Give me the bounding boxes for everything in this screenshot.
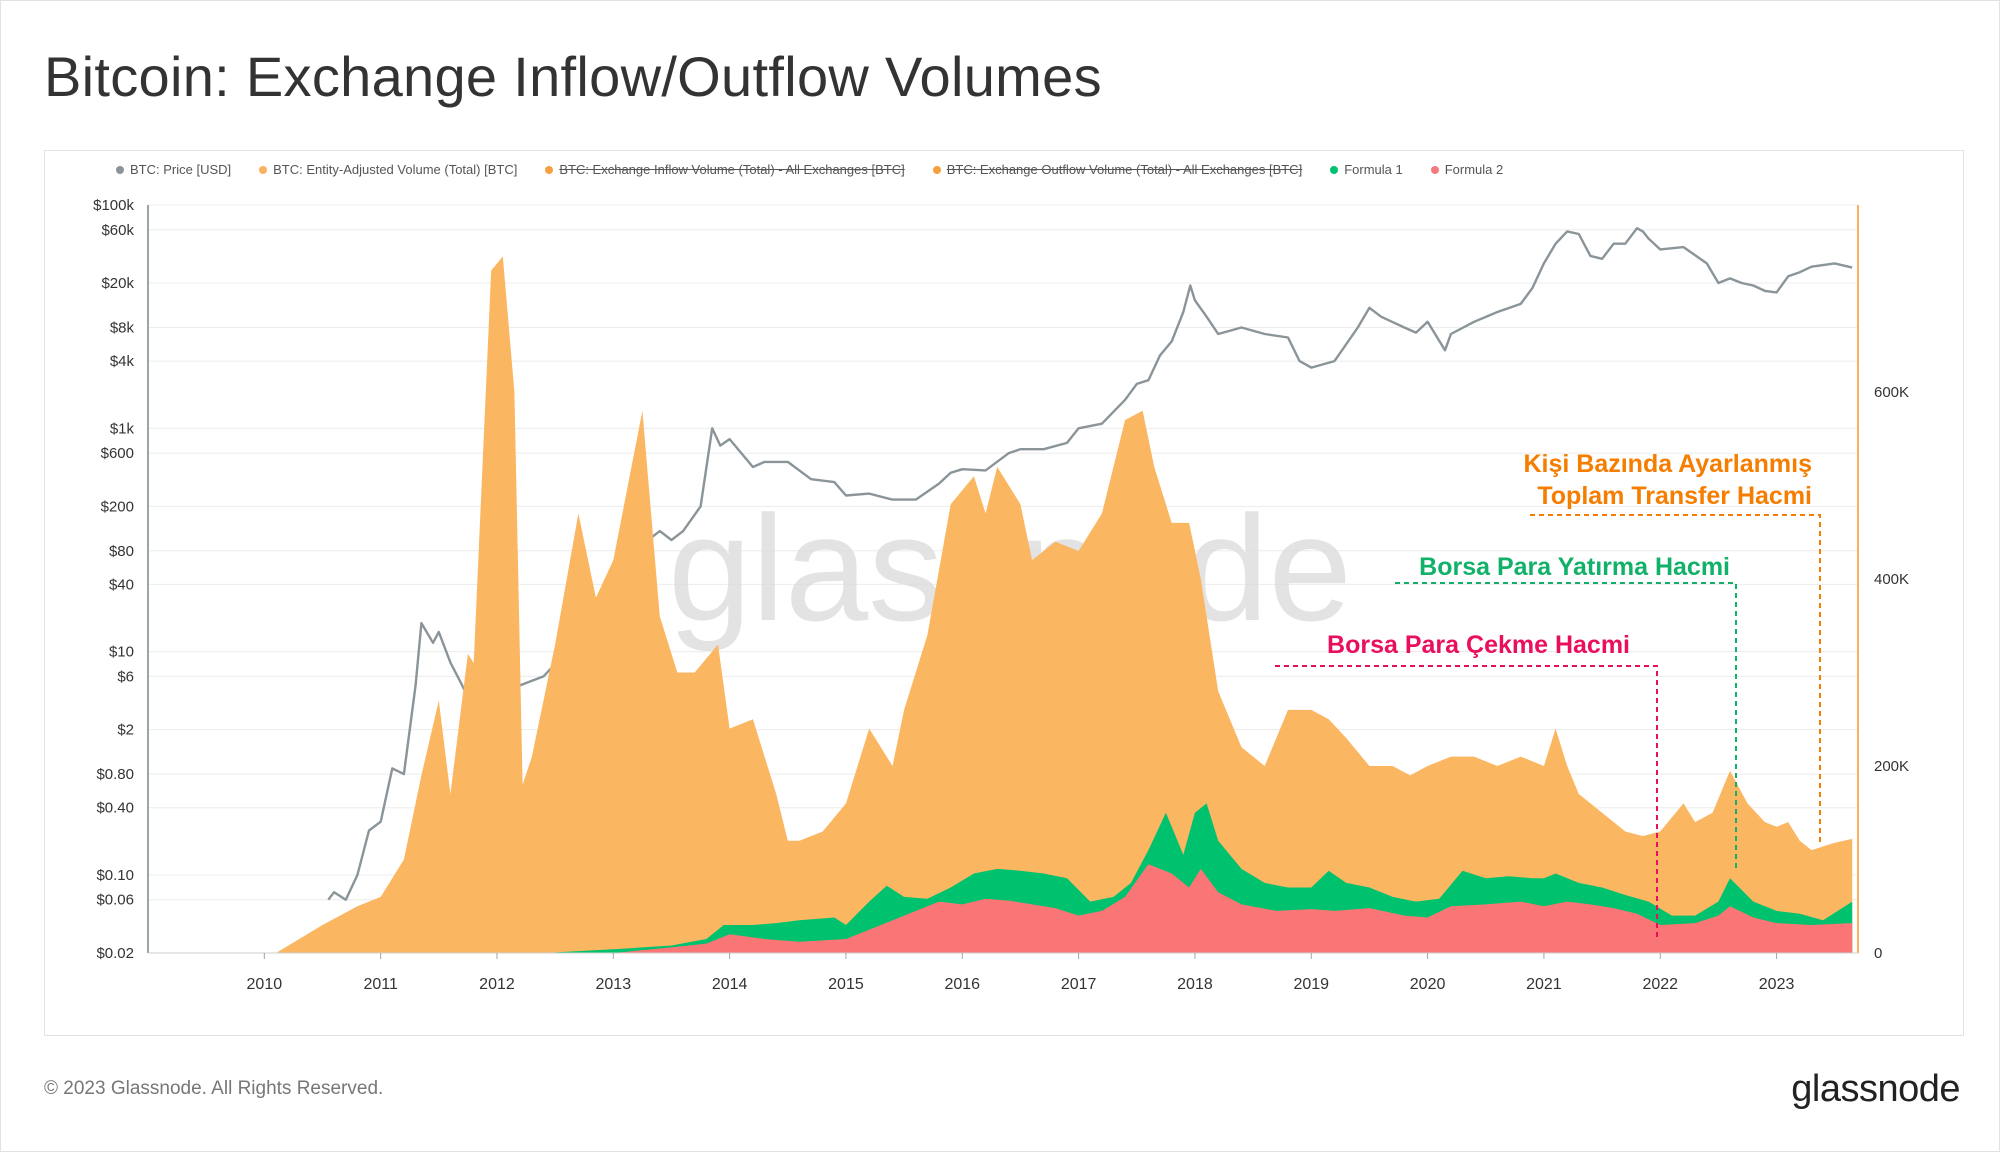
y-left-tick-label: $8k [110, 319, 135, 336]
x-tick-label: 2023 [1759, 976, 1795, 993]
x-tick-label: 2022 [1642, 976, 1678, 993]
x-tick-label: 2021 [1526, 976, 1562, 993]
y-left-tick-label: $40 [109, 576, 134, 593]
y-left-tick-label: $0.02 [96, 945, 134, 962]
legend-label: BTC: Exchange Outflow Volume (Total) - A… [946, 162, 1303, 177]
y-right-tick-label: 0 [1874, 945, 1882, 962]
annotation-outflow: Borsa Para Çekme Hacmi [1327, 631, 1630, 659]
x-tick-label: 2020 [1410, 976, 1446, 993]
y-left-tick-label: $20k [101, 275, 134, 292]
x-tick-label: 2012 [479, 976, 515, 993]
annotation-adjusted-line1: Kişi Bazında Ayarlanmış [1523, 450, 1812, 478]
leader-line-adjusted [1530, 514, 1821, 845]
legend-label: BTC: Entity-Adjusted Volume (Total) [BTC… [273, 162, 518, 177]
legend-dot-inflow [545, 165, 554, 174]
annotation-adjusted-line2: Toplam Transfer Hacmi [1537, 482, 1812, 510]
annotation-inflow: Borsa Para Yatırma Hacmi [1419, 553, 1730, 581]
legend-label: BTC: Exchange Inflow Volume (Total) - Al… [559, 162, 905, 177]
y-left-tick-label: $0.10 [96, 867, 134, 884]
legend-item-formula1[interactable]: Formula 1 [1330, 162, 1403, 177]
series-price-line [327, 227, 1853, 901]
page-title: Bitcoin: Exchange Inflow/Outflow Volumes [44, 45, 1102, 108]
x-tick-label: 2010 [247, 976, 283, 993]
legend-item-price[interactable]: BTC: Price [USD] [116, 162, 231, 177]
y-left-tick-label: $0.80 [96, 766, 134, 783]
x-tick-label: 2014 [712, 976, 748, 993]
y-left-tick-label: $2 [117, 722, 134, 739]
legend-label: Formula 2 [1444, 162, 1504, 177]
copyright-footer: © 2023 Glassnode. All Rights Reserved. [44, 1078, 384, 1099]
legend-label: BTC: Price [USD] [130, 162, 232, 177]
legend-item-outflow[interactable]: BTC: Exchange Outflow Volume (Total) - A… [932, 162, 1303, 177]
y-left-tick-label: $6 [117, 668, 134, 685]
y-left-tick-label: $600 [101, 445, 134, 462]
x-tick-label: 2013 [596, 976, 632, 993]
x-tick-label: 2017 [1061, 976, 1097, 993]
legend-item-formula2[interactable]: Formula 2 [1430, 162, 1504, 177]
y-left-tick-label: $60k [101, 222, 134, 239]
x-tick-label: 2015 [828, 976, 864, 993]
y-left-tick-label: $4k [110, 353, 135, 370]
y-left-tick-label: $10 [109, 644, 134, 661]
y-left-tick-label: $80 [109, 543, 134, 560]
y-left-tick-label: $100k [93, 197, 134, 214]
glassnode-logo: glassnode [1791, 1068, 1960, 1110]
y-left-tick-label: $200 [101, 498, 134, 515]
legend-item-inflow[interactable]: BTC: Exchange Inflow Volume (Total) - Al… [545, 162, 905, 177]
legend-dot-formula1 [1330, 165, 1339, 174]
series-formula1-area [148, 803, 1853, 953]
legend-dot-price [116, 165, 124, 174]
x-tick-label: 2019 [1293, 976, 1329, 993]
legend-dot-outflow [932, 165, 941, 174]
y-left-tick-label: $0.40 [96, 800, 134, 817]
y-right-tick-label: 600K [1874, 384, 1909, 401]
x-tick-label: 2011 [363, 976, 398, 993]
series-volume-area [148, 256, 1853, 953]
legend-label: Formula 1 [1344, 162, 1403, 177]
y-right-tick-label: 400K [1874, 571, 1909, 588]
x-tick-label: 2018 [1177, 976, 1213, 993]
leader-line-outflow [1275, 665, 1658, 938]
chart-legend: BTC: Price [USD] BTC: Entity-Adjusted Vo… [116, 162, 1503, 177]
leader-line-inflow [1395, 582, 1737, 870]
y-right-tick-label: 200K [1874, 758, 1909, 775]
x-tick-label: 2016 [944, 976, 980, 993]
legend-item-volume[interactable]: BTC: Entity-Adjusted Volume (Total) [BTC… [259, 162, 517, 177]
series-formula2-area [148, 864, 1853, 953]
chart-panel [44, 150, 1964, 1036]
annotation-adjusted-volume: Kişi Bazında Ayarlanmış Toplam Transfer … [1420, 448, 1812, 512]
y-left-tick-label: $1k [110, 420, 135, 437]
y-left-tick-label: $0.06 [96, 892, 134, 909]
legend-dot-formula2 [1430, 165, 1439, 174]
legend-dot-volume [259, 165, 268, 174]
